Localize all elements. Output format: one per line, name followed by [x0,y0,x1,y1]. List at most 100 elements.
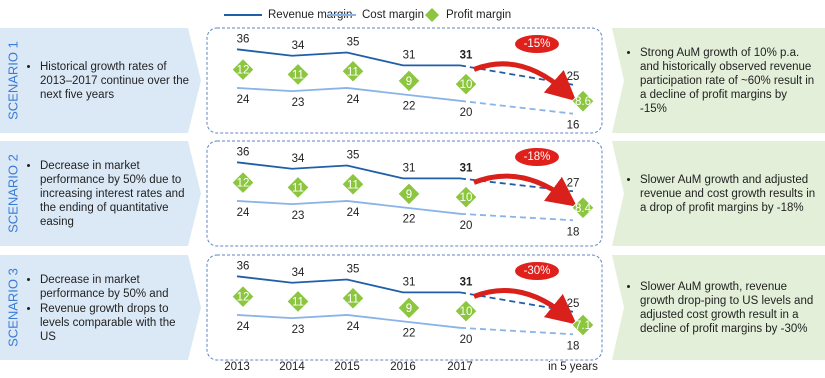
profit-value-label: 9 [406,303,412,315]
cost-value-label: 23 [292,97,305,109]
cost-value-label: 22 [403,327,416,339]
bullet: Decrease in market performance by 50% du… [40,159,191,229]
revenue-value-label: 34 [292,153,305,165]
outcome-box [612,141,825,246]
profit-value-label: 10 [460,79,473,91]
cost-projection [459,99,574,115]
trend-arrow [473,173,578,207]
revenue-value-label: 35 [347,37,360,49]
profit-diamond [571,89,595,113]
profit-value-label: 12 [237,178,250,190]
profit-diamond [286,289,310,314]
revenue-value-label: 25 [567,298,580,310]
cost-line [236,314,461,329]
trend-arrow [473,288,577,325]
cost-value-label: 24 [237,321,250,333]
scenario-outcome: Slower AuM growth, revenue growth drop-p… [626,259,816,358]
scenario-chevron [0,28,201,133]
profit-diamond [397,296,421,320]
bullet-list: Slower AuM growth, revenue growth drop-p… [626,280,816,337]
cost-line [236,200,461,215]
cost-value-label: 20 [460,220,473,232]
trend-arrow [473,61,577,102]
cost-value-label: 24 [347,94,360,106]
cost-value-label: 24 [347,207,360,219]
profit-value-label: 9 [406,189,412,201]
x-tick-label: 2013 [224,361,250,373]
cost-value-label: 18 [567,226,580,238]
revenue-value-label: 27 [567,177,580,189]
profit-diamond [341,59,365,83]
profit-value-label: 10 [460,306,473,318]
profit-value-label: 9 [406,76,412,88]
profit-diamond [231,170,255,195]
annotation-text: -15% [524,38,551,50]
legend-diamond [425,8,439,22]
profit-diamond [231,57,255,82]
profit-value-label: 11 [347,66,359,78]
revenue-line [236,161,460,180]
profit-value-label: 8.6 [575,96,591,108]
profit-diamond [397,69,421,93]
profit-diamond [286,175,310,200]
cost-value-label: 22 [403,213,416,225]
bullet: Strong AuM growth of 10% p.a. and histor… [640,46,816,116]
bullet-list: Slower AuM growth and adjusted revenue a… [626,173,816,216]
profit-diamond [454,72,478,96]
annotation-badge [515,148,559,166]
profit-value-label: 11 [292,182,304,194]
profit-value-label: 11 [347,179,359,191]
cost-value-label: 20 [460,334,473,346]
scenario-description: Historical growth rates of 2013–2017 con… [26,34,191,129]
annotation-badge [515,35,559,53]
profit-diamond [454,185,478,209]
bullet-list: Decrease in market performance by 50% du… [26,159,191,230]
profit-diamond [571,196,595,220]
revenue-value-label: 31 [460,276,473,288]
cost-value-label: 24 [347,321,360,333]
cost-value-label: 16 [567,120,580,132]
x-tick-label: 2015 [334,361,360,373]
profit-diamond [341,172,365,196]
revenue-line [236,275,460,294]
chart-panel [206,254,603,361]
outcome-box [612,255,825,360]
scenario-chevron [0,141,201,246]
scenario-description: Decrease in market performance by 50% an… [26,261,191,356]
x-tick-label: 2017 [447,361,473,373]
legend-label: Profit margin [446,9,511,21]
legend-label: Revenue margin [268,9,352,21]
scenario-description: Decrease in market performance by 50% du… [26,147,191,242]
profit-value-label: 11 [292,69,304,81]
cost-value-label: 18 [567,340,580,352]
revenue-value-label: 36 [237,146,250,158]
x-tick-label: 2014 [279,361,305,373]
revenue-value-label: 31 [403,49,416,61]
scenario-label: SCENARIO 2 [5,154,20,233]
revenue-value-label: 36 [237,33,250,45]
scenario-chevron [0,255,201,360]
bullet: Slower AuM growth and adjusted revenue a… [640,173,816,215]
cost-value-label: 22 [403,100,416,112]
cost-projection [459,212,574,222]
bullet: Revenue growth drops to levels comparabl… [40,302,191,344]
profit-diamond [286,62,310,87]
profit-value-label: 11 [292,296,304,308]
bullet: Historical growth rates of 2013–2017 con… [40,60,191,102]
annotation-text: -18% [524,151,551,163]
profit-diamond [571,313,595,337]
revenue-value-label: 34 [292,40,305,52]
revenue-value-label: 31 [460,49,473,61]
annotation-badge [515,262,559,280]
profit-diamond [397,182,421,206]
profit-value-label: 12 [237,65,250,77]
revenue-value-label: 36 [237,260,250,272]
revenue-value-label: 35 [347,150,360,162]
chart-panel [206,27,603,134]
revenue-value-label: 34 [292,267,305,279]
revenue-value-label: 25 [567,71,580,83]
cost-value-label: 23 [292,210,305,222]
chart-panel [206,140,603,247]
